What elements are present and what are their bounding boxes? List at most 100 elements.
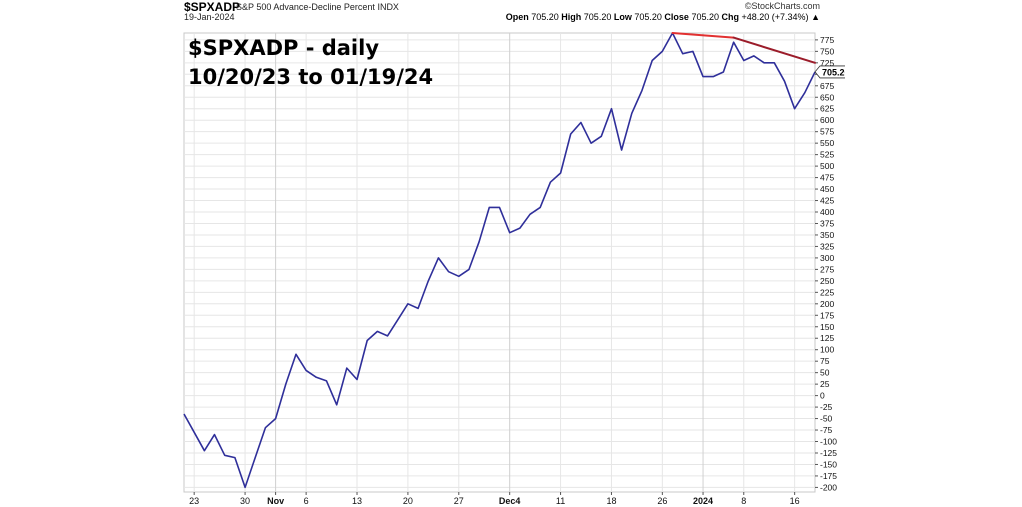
y-tick-label: 275 xyxy=(820,264,834,274)
y-tick-label: -25 xyxy=(820,402,833,412)
x-tick-label: 8 xyxy=(741,496,746,506)
data-point xyxy=(203,449,205,451)
y-tick-label: 475 xyxy=(820,173,834,183)
y-tick-label: 200 xyxy=(820,299,834,309)
data-point xyxy=(193,431,195,433)
y-tick-label: 525 xyxy=(820,150,834,160)
close-value: 705.20 xyxy=(691,12,719,22)
data-point xyxy=(763,62,765,64)
price-tag-box xyxy=(814,65,845,79)
data-point xyxy=(295,353,297,355)
low-label: Low xyxy=(613,12,632,22)
x-tick-label: 16 xyxy=(790,496,800,506)
chg-value: +48.20 (+7.34%) xyxy=(741,12,809,22)
data-point xyxy=(508,231,510,233)
data-point xyxy=(580,121,582,123)
data-point xyxy=(610,108,612,110)
chart-date: 19-Jan-2024 xyxy=(184,12,235,22)
y-tick-label: 600 xyxy=(820,115,834,125)
data-point xyxy=(458,275,460,277)
y-tick-label: 0 xyxy=(820,391,825,401)
data-point xyxy=(376,330,378,332)
open-label: Open xyxy=(505,12,529,22)
up-arrow-icon: ▲ xyxy=(811,12,820,22)
data-point xyxy=(254,456,256,458)
y-tick-label: 225 xyxy=(820,287,834,297)
ohlc-readout: Open 705.20 High 705.20 Low 705.20 Close… xyxy=(506,12,820,22)
data-point xyxy=(641,89,643,91)
data-point xyxy=(274,417,276,419)
data-point xyxy=(793,108,795,110)
data-point xyxy=(712,75,714,77)
plot-frame xyxy=(183,32,816,493)
annotation-title: $SPXADP - daily xyxy=(188,36,380,60)
data-point xyxy=(183,413,185,415)
x-tick-label: 13 xyxy=(352,496,362,506)
y-tick-label: 725 xyxy=(820,58,834,68)
chart-panel: $SPXADP S&P 500 Advance-Decline Percent … xyxy=(180,0,845,507)
chart-description-text: S&P 500 Advance-Decline Percent xyxy=(236,2,375,12)
annotation-date-range: 10/20/23 to 01/19/24 xyxy=(188,65,434,89)
y-tick-label: 650 xyxy=(820,92,834,102)
y-tick-label: 400 xyxy=(820,207,834,217)
data-point xyxy=(783,80,785,82)
x-tick-label: Nov xyxy=(267,496,284,506)
y-tick-label: -150 xyxy=(820,459,837,469)
data-point xyxy=(804,91,806,93)
x-tick-label: 23 xyxy=(189,496,199,506)
y-tick-label: 675 xyxy=(820,81,834,91)
dark-red-trendline xyxy=(732,36,816,64)
data-point xyxy=(346,367,348,369)
data-point xyxy=(285,383,287,385)
data-point xyxy=(661,50,663,52)
data-point xyxy=(224,454,226,456)
x-tick-label: 26 xyxy=(657,496,667,506)
data-point xyxy=(417,307,419,309)
y-tick-label: -100 xyxy=(820,437,837,447)
spxadp-line xyxy=(183,32,816,489)
data-point xyxy=(600,135,602,137)
data-point xyxy=(570,133,572,135)
chart-description: S&P 500 Advance-Decline Percent INDX xyxy=(236,2,399,12)
x-tick-label: 27 xyxy=(454,496,464,506)
data-point xyxy=(335,404,337,406)
y-tick-label: 550 xyxy=(820,138,834,148)
high-label: High xyxy=(561,12,582,22)
y-tick-label: 375 xyxy=(820,218,834,228)
data-point xyxy=(356,378,358,380)
chart-symbol: $SPXADP xyxy=(184,0,241,14)
data-point xyxy=(234,456,236,458)
y-tick-label: -50 xyxy=(820,414,833,424)
data-point xyxy=(549,181,551,183)
data-point xyxy=(559,172,561,174)
y-tick-label: 125 xyxy=(820,333,834,343)
data-point xyxy=(488,206,490,208)
y-tick-label: 150 xyxy=(820,322,834,332)
data-point xyxy=(753,55,755,57)
high-value: 705.20 xyxy=(583,12,612,22)
y-tick-label: 750 xyxy=(820,46,834,56)
price-tag-label: 705.20 xyxy=(822,67,845,77)
stockcharts-watermark: ©StockCharts.com xyxy=(744,1,820,11)
y-tick-label: -200 xyxy=(820,482,837,492)
data-point xyxy=(366,339,368,341)
data-point xyxy=(651,59,653,61)
y-tick-label: 250 xyxy=(820,276,834,286)
y-tick-label: -125 xyxy=(820,448,837,458)
y-tick-label: 300 xyxy=(820,253,834,263)
x-tick-label: 30 xyxy=(240,496,250,506)
y-tick-label: 175 xyxy=(820,310,834,320)
y-tick-label: -75 xyxy=(820,425,833,435)
x-tick-label: 18 xyxy=(606,496,616,506)
data-point xyxy=(325,380,327,382)
y-tick-label: 450 xyxy=(820,184,834,194)
data-point xyxy=(315,376,317,378)
y-tick-label: 425 xyxy=(820,196,834,206)
data-point xyxy=(702,75,704,77)
last-price-tag: 705.20 xyxy=(814,65,845,79)
data-point xyxy=(732,41,734,43)
x-tick-label: Dec4 xyxy=(499,496,521,506)
data-point xyxy=(519,227,521,229)
